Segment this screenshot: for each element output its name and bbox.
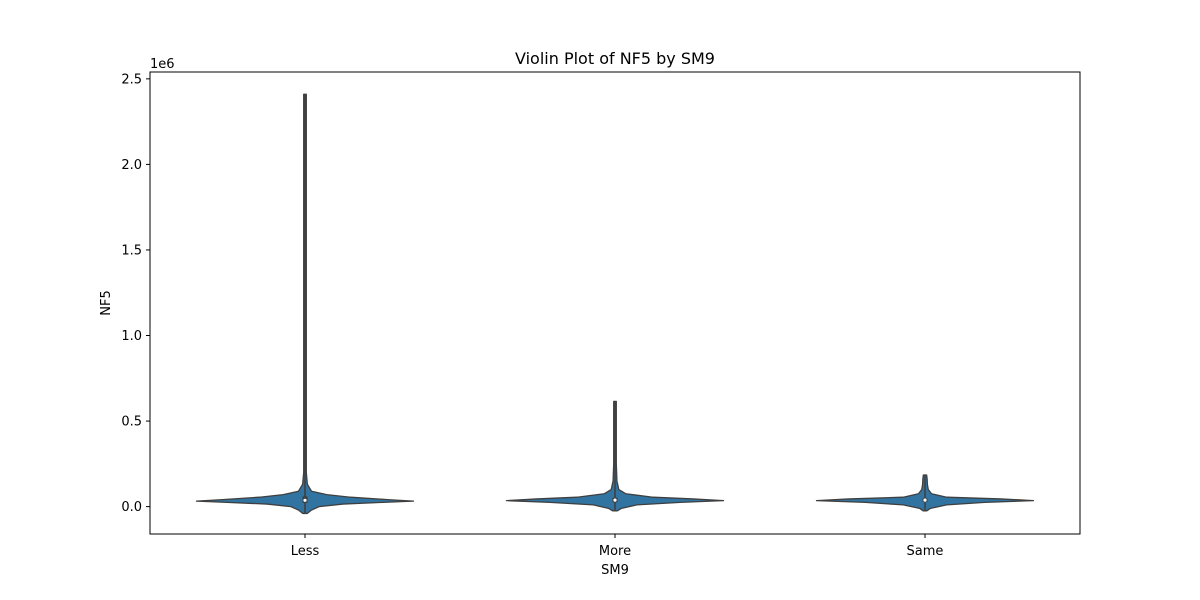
y-tick-label: 0.5: [121, 415, 142, 430]
violin-median-less: [303, 498, 307, 502]
y-tick-label: 2.5: [121, 72, 142, 87]
y-tick-label: 1.0: [121, 329, 142, 344]
violin-median-same: [923, 498, 927, 502]
x-tick-label: More: [599, 544, 631, 559]
y-tick-label: 1.5: [121, 243, 142, 258]
y-tick-label: 0.0: [121, 500, 142, 515]
chart-title: Violin Plot of NF5 by SM9: [515, 49, 715, 68]
y-axis-offset-label: 1e6: [150, 57, 175, 72]
ticks-layer: 0.0 0.5 1.0 1.5 2.0 2.5 Less More Same: [121, 72, 943, 559]
violins-layer: [195, 93, 1035, 515]
plot-frame: [149, 71, 1081, 535]
x-axis-label: SM9: [601, 563, 629, 578]
y-tick-label: 2.0: [121, 158, 142, 173]
x-tick-label: Same: [907, 544, 944, 559]
y-axis-label: NF5: [99, 290, 114, 315]
x-tick-label: Less: [291, 544, 320, 559]
violin-median-more: [613, 498, 617, 502]
